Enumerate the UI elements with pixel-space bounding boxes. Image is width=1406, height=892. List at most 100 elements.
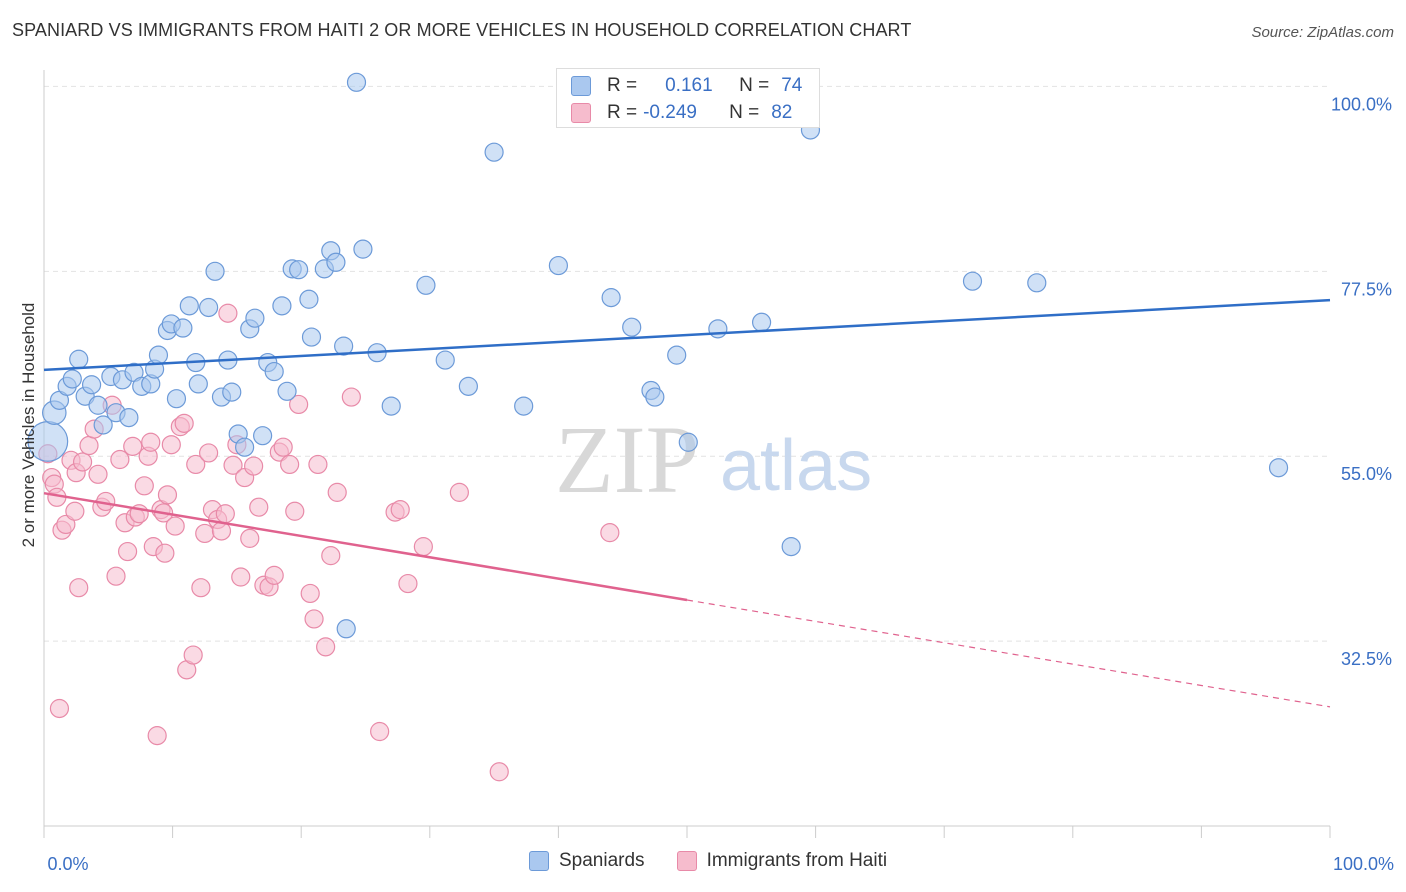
spaniard-point xyxy=(81,375,102,395)
haiti-point xyxy=(398,573,418,594)
haiti-point xyxy=(56,514,76,535)
spaniard-point xyxy=(235,437,255,457)
spaniard-point xyxy=(119,407,139,428)
haiti-point xyxy=(49,698,70,719)
spaniards-r-value: 0.161 xyxy=(665,75,713,96)
n-label: N = xyxy=(739,75,770,96)
y-tick-label: 100.0% xyxy=(1331,94,1392,114)
haiti-point xyxy=(304,609,324,629)
y-axis-label-text: 2 or more Vehicles in Household xyxy=(19,302,38,548)
haiti-point xyxy=(155,543,175,563)
haiti-point xyxy=(72,452,93,472)
haiti-point xyxy=(341,387,361,407)
haiti-point xyxy=(215,504,235,524)
haiti-point xyxy=(65,501,85,521)
haiti-point xyxy=(199,443,219,463)
y-axis-label: 2 or more Vehicles in Household xyxy=(14,250,44,600)
haiti-trend-line xyxy=(43,491,688,602)
spaniard-point xyxy=(548,255,569,276)
haiti-point xyxy=(249,497,269,517)
haiti-point xyxy=(285,501,305,521)
tick-labels: 32.5% 55.0% 77.5% 100.0% 0.0% 100.0% xyxy=(47,94,1394,874)
spaniard-point xyxy=(62,369,82,389)
spaniard-point xyxy=(264,361,284,382)
haiti-point xyxy=(106,566,126,586)
haiti-point xyxy=(165,516,185,536)
spaniard-point xyxy=(245,308,265,328)
haiti-point xyxy=(308,454,328,475)
watermark-atlas: atlas xyxy=(720,426,872,506)
spaniards-trend-line xyxy=(43,298,1331,372)
spaniard-point xyxy=(277,381,297,401)
spaniard-point xyxy=(416,275,436,295)
spaniard-point xyxy=(601,288,621,308)
haiti-point xyxy=(161,435,181,455)
haiti-point xyxy=(280,454,300,475)
y-tick-label: 77.5% xyxy=(1341,279,1392,299)
spaniard-point xyxy=(336,619,356,639)
y-tick-label: 55.0% xyxy=(1341,464,1392,484)
haiti-point xyxy=(195,523,215,544)
spaniard-point xyxy=(751,312,772,332)
spaniard-point xyxy=(353,239,373,259)
trend-lines xyxy=(43,298,1331,708)
haiti-point xyxy=(489,762,509,782)
haiti-point xyxy=(123,436,143,456)
haiti-points xyxy=(38,303,620,782)
spaniards-n-value: 74 xyxy=(781,75,803,96)
spaniard-point xyxy=(708,319,728,339)
spaniard-point xyxy=(1268,458,1289,478)
haiti-point xyxy=(141,432,161,452)
grid xyxy=(44,85,1330,642)
spaniard-point xyxy=(514,396,534,416)
spaniard-point xyxy=(458,376,478,396)
haiti-point xyxy=(223,455,243,475)
y-tick-label: 32.5% xyxy=(1341,649,1392,669)
haiti-point xyxy=(600,523,620,543)
spaniard-point xyxy=(346,72,367,92)
spaniard-points xyxy=(27,72,1289,639)
spaniard-point xyxy=(205,261,225,281)
spaniard-point xyxy=(88,395,108,415)
haiti-point xyxy=(390,500,410,520)
spaniard-point xyxy=(678,432,698,452)
source-credit: Source: ZipAtlas.com xyxy=(1251,24,1394,41)
spaniard-point xyxy=(166,389,187,409)
legend-label-spaniards: Spaniards xyxy=(559,850,645,871)
haiti-point xyxy=(134,476,154,496)
haiti-point xyxy=(240,528,260,548)
haiti-point xyxy=(449,482,469,502)
spaniard-point xyxy=(222,382,242,402)
haiti-point xyxy=(191,578,211,598)
haiti-point xyxy=(110,449,130,470)
stats-box: R = 0.161 N = 74 R = -0.249 N = 82 xyxy=(556,68,820,128)
legend-swatch-haiti xyxy=(676,851,697,871)
watermark: ZIP atlas xyxy=(555,406,872,513)
spaniard-point xyxy=(334,336,354,356)
spaniard-point xyxy=(301,327,322,347)
spaniard-point xyxy=(199,297,219,318)
spaniard-point xyxy=(381,396,401,416)
spaniard-point xyxy=(781,537,801,557)
spaniard-point xyxy=(272,296,292,316)
r-label: R = xyxy=(607,75,638,96)
legend-swatch-spaniards xyxy=(529,851,549,871)
stats-row-haiti: R = -0.249 N = 82 xyxy=(571,101,792,125)
haiti-point xyxy=(79,435,99,456)
haiti-point xyxy=(316,637,336,657)
spaniard-point xyxy=(299,289,319,309)
x-tick-label: 0.0% xyxy=(47,854,88,874)
haiti-point xyxy=(370,721,390,742)
n-label: N = xyxy=(729,102,760,123)
spaniard-point xyxy=(253,426,273,446)
haiti-point xyxy=(218,303,238,323)
watermark-zip: ZIP xyxy=(555,406,699,513)
x-tick-label: 100.0% xyxy=(1333,854,1394,874)
chart-title: SPANIARD VS IMMIGRANTS FROM HAITI 2 OR M… xyxy=(12,20,912,40)
spaniard-point xyxy=(622,317,642,337)
spaniard-point xyxy=(93,415,113,435)
spaniard-point xyxy=(962,271,983,291)
spaniard-point xyxy=(484,142,504,162)
stats-row-spaniards: R = 0.161 N = 74 xyxy=(571,74,802,98)
